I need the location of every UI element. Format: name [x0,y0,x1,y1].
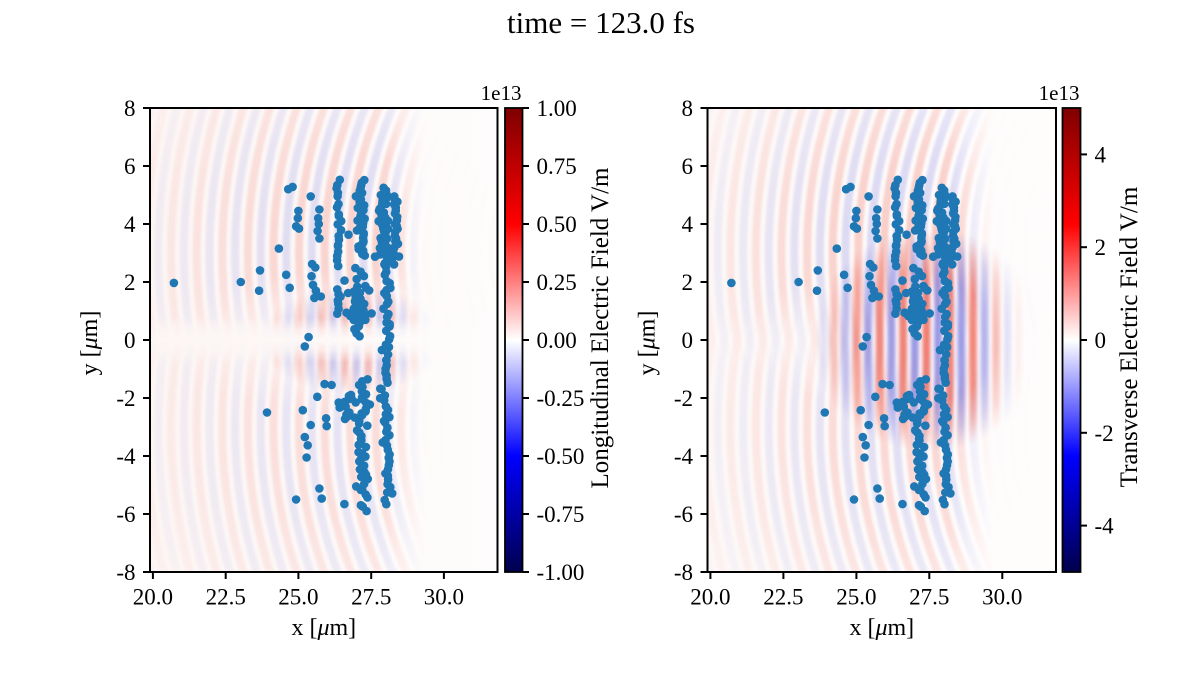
svg-text:-0.50: -0.50 [537,444,585,469]
svg-text:-0.25: -0.25 [537,386,585,411]
svg-text:0: 0 [124,328,136,353]
svg-text:-6: -6 [116,502,135,527]
svg-text:x [μm]: x [μm] [291,615,356,641]
svg-text:-4: -4 [116,444,136,469]
svg-text:2: 2 [124,270,136,295]
svg-text:-8: -8 [116,560,135,585]
svg-text:4: 4 [124,212,136,237]
svg-text:0: 0 [682,328,694,353]
svg-text:2: 2 [682,270,694,295]
svg-text:0.50: 0.50 [537,212,577,237]
svg-text:x [μm]: x [μm] [849,615,914,641]
svg-text:22.5: 22.5 [763,585,803,610]
svg-text:-4: -4 [674,444,694,469]
svg-text:27.5: 27.5 [909,585,949,610]
svg-text:6: 6 [682,154,694,179]
svg-text:4: 4 [682,212,694,237]
svg-text:y [μm]: y [μm] [635,311,661,376]
svg-text:30.0: 30.0 [424,585,464,610]
svg-text:1e13: 1e13 [1039,81,1080,105]
svg-text:8: 8 [682,96,694,121]
svg-text:Transverse Electric Field V/m: Transverse Electric Field V/m [1116,186,1143,487]
svg-text:25.0: 25.0 [836,585,876,610]
svg-text:-4: -4 [1095,514,1115,539]
svg-text:0.25: 0.25 [537,270,577,295]
svg-text:y [μm]: y [μm] [77,311,103,376]
svg-text:1e13: 1e13 [481,81,522,105]
svg-text:-2: -2 [116,386,135,411]
svg-text:-1.00: -1.00 [537,560,585,585]
svg-text:time = 123.0 fs: time = 123.0 fs [507,5,695,40]
svg-text:30.0: 30.0 [982,585,1022,610]
svg-text:0: 0 [1095,328,1107,353]
svg-text:-8: -8 [674,560,693,585]
svg-text:20.0: 20.0 [690,585,730,610]
svg-text:-0.75: -0.75 [537,502,585,527]
svg-text:6: 6 [124,154,136,179]
svg-text:8: 8 [124,96,136,121]
svg-text:4: 4 [1095,142,1107,167]
svg-text:Longitudinal Electric Field V/: Longitudinal Electric Field V/m [587,167,614,489]
svg-text:0.75: 0.75 [537,154,577,179]
svg-text:27.5: 27.5 [351,585,391,610]
svg-text:22.5: 22.5 [206,585,246,610]
svg-text:-6: -6 [674,502,693,527]
svg-text:1.00: 1.00 [537,96,577,121]
svg-text:0.00: 0.00 [537,328,577,353]
svg-text:-2: -2 [1095,421,1114,446]
svg-text:2: 2 [1095,235,1107,260]
svg-text:20.0: 20.0 [133,585,173,610]
svg-text:-2: -2 [674,386,693,411]
svg-text:25.0: 25.0 [278,585,318,610]
